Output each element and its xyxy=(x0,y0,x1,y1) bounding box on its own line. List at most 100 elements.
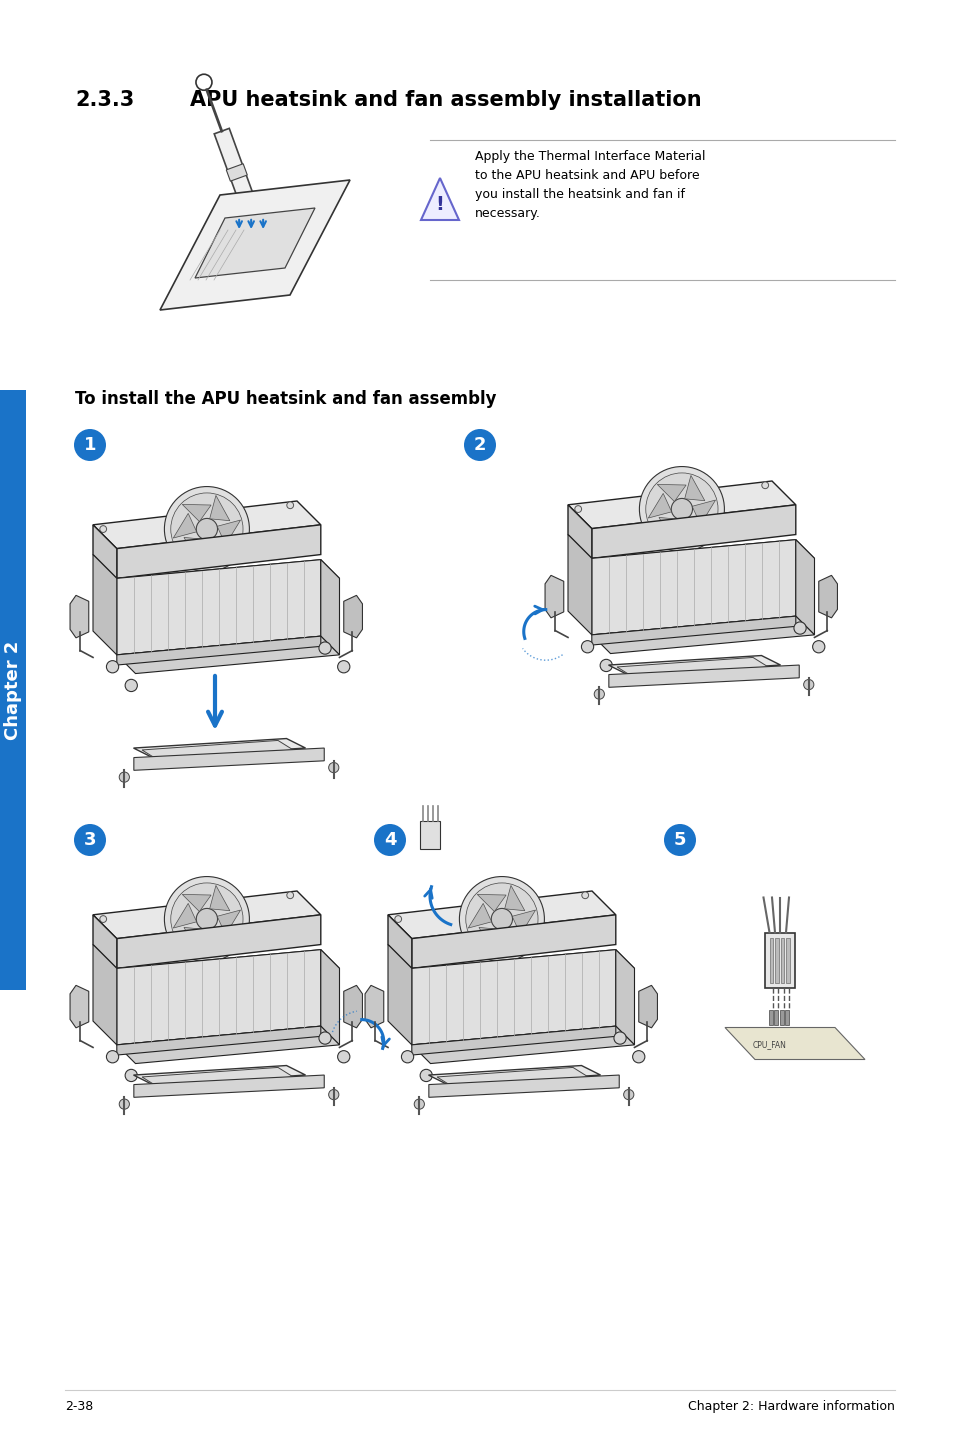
Circle shape xyxy=(463,429,496,462)
Polygon shape xyxy=(217,521,240,545)
Polygon shape xyxy=(591,539,795,634)
Polygon shape xyxy=(116,525,320,578)
Polygon shape xyxy=(412,1027,634,1064)
Circle shape xyxy=(100,916,107,922)
Circle shape xyxy=(614,1032,625,1044)
Circle shape xyxy=(125,1070,137,1081)
Polygon shape xyxy=(412,949,634,986)
Polygon shape xyxy=(133,1066,305,1084)
Polygon shape xyxy=(591,615,814,653)
Polygon shape xyxy=(657,485,685,502)
Text: 2.3.3: 2.3.3 xyxy=(75,91,134,109)
Circle shape xyxy=(318,641,331,654)
Polygon shape xyxy=(412,1027,615,1055)
Polygon shape xyxy=(476,894,506,912)
Polygon shape xyxy=(226,164,247,181)
Polygon shape xyxy=(92,525,116,578)
Polygon shape xyxy=(92,945,116,1045)
Polygon shape xyxy=(724,1028,864,1060)
Circle shape xyxy=(671,499,692,519)
Polygon shape xyxy=(343,985,362,1028)
Bar xyxy=(785,938,789,982)
Circle shape xyxy=(599,660,612,672)
Circle shape xyxy=(812,641,824,653)
Circle shape xyxy=(171,493,243,565)
Polygon shape xyxy=(497,926,526,943)
Polygon shape xyxy=(343,595,362,638)
Circle shape xyxy=(581,892,588,899)
Circle shape xyxy=(74,824,106,856)
Circle shape xyxy=(605,916,612,922)
Polygon shape xyxy=(420,178,458,220)
Circle shape xyxy=(598,529,605,536)
Polygon shape xyxy=(92,892,320,939)
Bar xyxy=(419,821,439,848)
Polygon shape xyxy=(320,949,339,1045)
Circle shape xyxy=(419,1070,432,1081)
Circle shape xyxy=(318,1032,331,1044)
Circle shape xyxy=(793,621,805,634)
Polygon shape xyxy=(92,915,116,968)
Bar xyxy=(769,938,773,982)
Polygon shape xyxy=(818,575,837,618)
Circle shape xyxy=(196,519,217,539)
Circle shape xyxy=(645,473,718,545)
Circle shape xyxy=(125,679,137,692)
Circle shape xyxy=(171,883,243,955)
Polygon shape xyxy=(567,535,591,634)
Polygon shape xyxy=(412,915,615,968)
Bar xyxy=(764,932,794,988)
Polygon shape xyxy=(116,1027,339,1064)
Polygon shape xyxy=(608,656,780,674)
Polygon shape xyxy=(116,949,320,1045)
Polygon shape xyxy=(365,985,383,1028)
Polygon shape xyxy=(512,910,535,935)
Polygon shape xyxy=(677,516,706,533)
Circle shape xyxy=(196,909,217,930)
Polygon shape xyxy=(429,1076,618,1097)
Circle shape xyxy=(124,939,131,946)
Polygon shape xyxy=(184,538,204,562)
Text: 3: 3 xyxy=(84,831,96,848)
Circle shape xyxy=(418,939,425,946)
Polygon shape xyxy=(210,886,230,910)
Polygon shape xyxy=(116,559,339,597)
Circle shape xyxy=(632,1051,644,1063)
Polygon shape xyxy=(194,209,314,278)
Polygon shape xyxy=(173,903,196,928)
Polygon shape xyxy=(567,480,795,529)
Circle shape xyxy=(491,909,512,930)
Polygon shape xyxy=(615,949,634,1045)
Circle shape xyxy=(784,506,792,512)
Polygon shape xyxy=(116,915,320,968)
Circle shape xyxy=(374,824,406,856)
Text: !: ! xyxy=(436,194,444,214)
Polygon shape xyxy=(92,555,116,654)
Polygon shape xyxy=(436,1067,588,1087)
Polygon shape xyxy=(428,1066,599,1084)
Text: 2-38: 2-38 xyxy=(65,1401,93,1414)
Polygon shape xyxy=(116,949,339,986)
Bar xyxy=(0,390,26,989)
Circle shape xyxy=(337,660,350,673)
Circle shape xyxy=(594,689,604,699)
Polygon shape xyxy=(70,595,89,638)
Circle shape xyxy=(414,1099,424,1109)
Polygon shape xyxy=(214,128,253,198)
Polygon shape xyxy=(468,903,491,928)
Text: Apply the Thermal Interface Material
to the APU heatsink and APU before
you inst: Apply the Thermal Interface Material to … xyxy=(475,150,705,220)
Polygon shape xyxy=(116,636,320,664)
Polygon shape xyxy=(388,892,615,939)
Circle shape xyxy=(311,916,317,922)
Text: Chapter 2: Chapter 2 xyxy=(4,640,22,739)
Text: Chapter 2: Hardware information: Chapter 2: Hardware information xyxy=(687,1401,894,1414)
Polygon shape xyxy=(591,505,795,558)
Circle shape xyxy=(119,1099,130,1109)
Polygon shape xyxy=(70,985,89,1028)
Polygon shape xyxy=(92,500,320,549)
Polygon shape xyxy=(647,493,671,518)
Bar xyxy=(775,938,779,982)
Polygon shape xyxy=(202,926,232,943)
Circle shape xyxy=(663,824,696,856)
Polygon shape xyxy=(116,636,339,673)
